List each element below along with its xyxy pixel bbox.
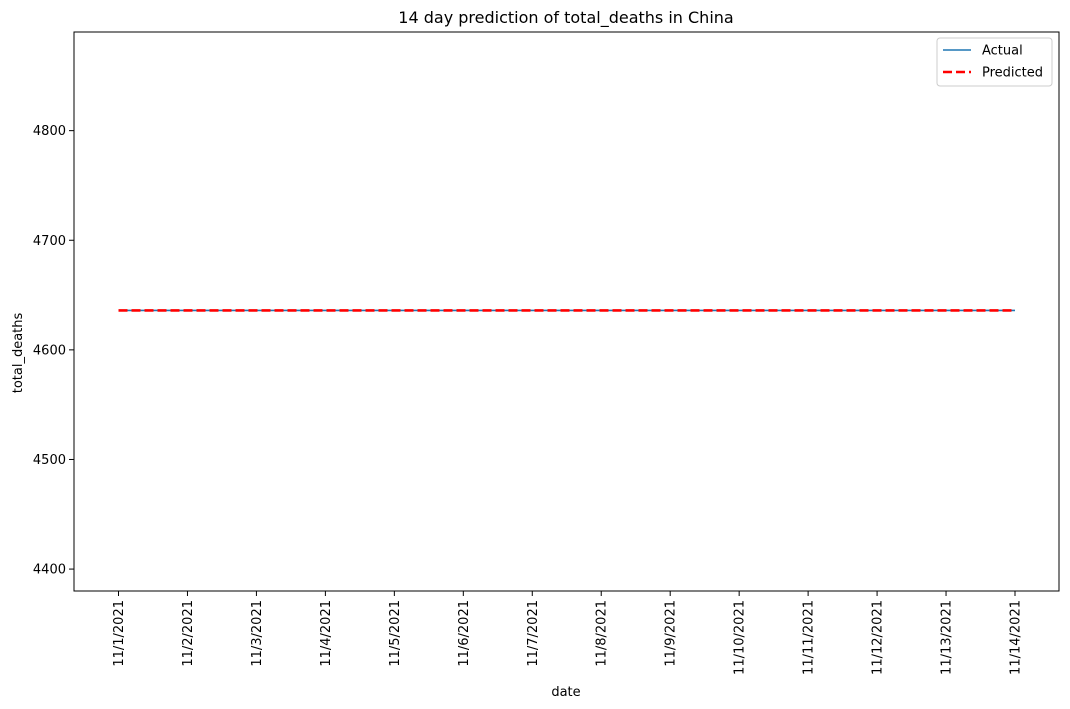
chart-title: 14 day prediction of total_deaths in Chi…	[398, 8, 733, 28]
y-tick-label: 4700	[33, 234, 66, 249]
y-axis-title: total_deaths	[11, 313, 26, 394]
x-tick-label: 11/14/2021	[1009, 600, 1024, 675]
x-tick-label: 11/11/2021	[802, 600, 817, 675]
x-tick-label: 11/4/2021	[319, 600, 334, 667]
x-tick-label: 11/5/2021	[388, 600, 403, 667]
x-tick-label: 11/3/2021	[250, 600, 265, 667]
x-tick-label: 11/8/2021	[595, 600, 610, 667]
y-tick-label: 4400	[33, 563, 66, 578]
x-tick-label: 11/10/2021	[733, 600, 748, 675]
legend: Actual Predicted	[936, 37, 1053, 87]
plot-area: 4400 4500 4600 4700 4800 11/1/2021 11/2/2021 11…	[33, 31, 1060, 675]
x-tick-label: 11/9/2021	[664, 600, 679, 667]
x-tick-label: 11/6/2021	[457, 600, 472, 667]
y-tick-label: 4600	[33, 343, 66, 358]
x-tick-label: 11/1/2021	[112, 600, 127, 667]
axes-frame	[73, 31, 1060, 592]
x-tick-label: 11/7/2021	[526, 600, 541, 667]
legend-label-predicted: Predicted	[982, 66, 1043, 81]
y-tick-label: 4800	[33, 124, 66, 139]
legend-label-actual: Actual	[982, 44, 1023, 59]
x-tick-label: 11/13/2021	[940, 600, 955, 675]
y-tick-label: 4500	[33, 453, 66, 468]
x-tick-label: 11/12/2021	[871, 600, 886, 675]
x-axis-title: date	[551, 685, 580, 700]
x-tick-label: 11/2/2021	[181, 600, 196, 667]
